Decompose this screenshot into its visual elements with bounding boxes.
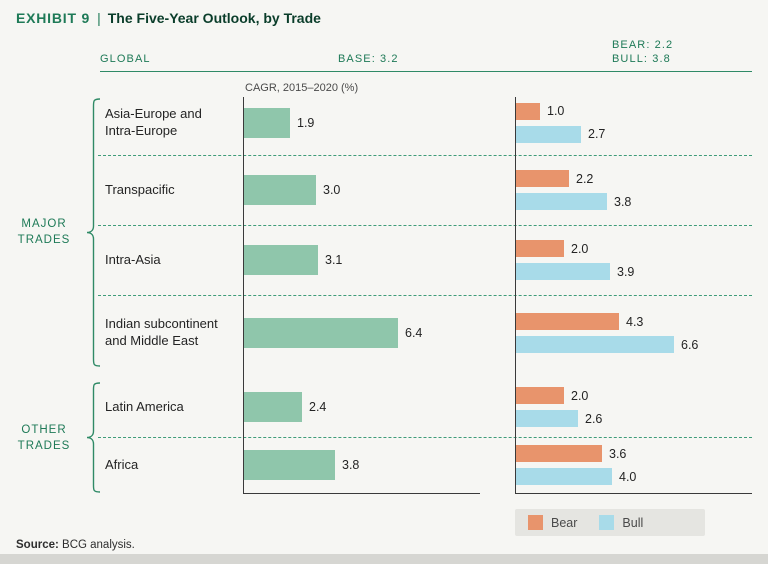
bull-bar-value: 2.6 — [585, 411, 603, 426]
bull-bar — [516, 193, 607, 210]
exhibit-number: EXHIBIT 9 — [16, 10, 91, 26]
bear-bar — [516, 387, 564, 404]
base-bar-value: 3.8 — [342, 458, 360, 472]
bull-bar-value: 3.8 — [614, 194, 632, 209]
bear-bar-value: 1.0 — [547, 104, 565, 118]
bear-bar-value: 3.6 — [609, 446, 627, 461]
axis-note: CAGR, 2015–2020 (%) — [245, 82, 359, 94]
trade-row: Asia-Europe and Intra-Europe 1.9 1.0 2.7 — [98, 90, 752, 156]
base-bar — [244, 245, 318, 275]
source-label: Source: — [16, 539, 59, 551]
trade-row: Intra-Asia 3.1 2.0 3.9 — [98, 225, 752, 296]
bear-bar — [516, 445, 602, 462]
group-label: MAJOR TRADES — [17, 218, 71, 246]
legend-label-bull: Bull — [622, 515, 644, 530]
bear-scenario-label: BEAR: 2.2 — [612, 39, 674, 51]
bear-bar-value: 2.0 — [571, 241, 589, 256]
bear-swatch — [528, 515, 543, 530]
bear-bar-value: 2.0 — [571, 388, 589, 403]
bull-bar — [516, 410, 578, 427]
trade-label: Asia-Europe and Intra-Europe — [105, 105, 202, 138]
base-bar-value: 1.9 — [297, 115, 315, 130]
base-bar — [244, 392, 302, 422]
bull-bar-value: 2.7 — [588, 127, 606, 141]
trade-label: Indian subcontinent and Middle East — [105, 316, 218, 348]
page-title: The Five-Year Outlook, by Trade — [107, 10, 321, 26]
source-note: Source: BCG analysis. — [16, 539, 135, 551]
trade-label: Africa — [105, 456, 139, 472]
bull-bar — [516, 336, 674, 353]
trade-row: Africa 3.8 3.6 4.0 — [98, 437, 752, 493]
bear-bar — [516, 170, 569, 187]
bull-bar-value: 4.0 — [619, 469, 637, 484]
base-chart-baseline — [243, 493, 480, 494]
footer-strip — [0, 554, 768, 564]
base-scenario-label: BASE: 3.2 — [338, 53, 399, 65]
base-bar-value: 3.0 — [323, 183, 341, 197]
trade-label: Transpacific — [105, 181, 175, 197]
bear-bar-value: 2.2 — [576, 171, 594, 186]
trade-row: Indian subcontinent and Middle East 6.4 4.3… — [98, 295, 752, 371]
base-bar-value: 3.1 — [325, 253, 343, 267]
trade-row: Latin America 2.4 2.0 2.6 — [98, 377, 752, 438]
legend-item-bull: Bull — [599, 515, 643, 530]
base-bar — [244, 175, 316, 205]
bull-bar-value: 3.9 — [617, 264, 635, 279]
header-rule — [100, 71, 752, 72]
bull-bar — [516, 263, 610, 280]
group-label: OTHER TRADES — [17, 424, 71, 452]
global-label: GLOBAL — [100, 53, 151, 65]
exhibit-header: EXHIBIT 9 | The Five-Year Outlook, by Trad… — [16, 10, 321, 26]
bear-bar — [516, 240, 564, 257]
legend-label-bear: Bear — [551, 515, 578, 530]
bull-bar-value: 6.6 — [681, 337, 699, 352]
bear-bar-value: 4.3 — [626, 314, 644, 329]
header-separator: | — [97, 10, 101, 26]
legend: Bear Bull — [515, 509, 705, 536]
bull-scenario-label: BULL: 3.8 — [612, 53, 671, 65]
bull-bar — [516, 468, 612, 485]
base-bar — [244, 318, 398, 348]
source-text: BCG analysis. — [58, 539, 135, 551]
bull-swatch — [599, 515, 615, 530]
scenario-chart-axis — [515, 97, 516, 493]
base-bar-value: 6.4 — [405, 326, 423, 340]
trade-label: Latin America — [105, 398, 184, 414]
bear-bar — [516, 313, 619, 330]
bull-bar — [516, 125, 581, 143]
base-bar-value: 2.4 — [309, 400, 327, 414]
bear-bar — [516, 102, 540, 120]
base-bar — [244, 107, 290, 138]
base-chart-axis — [243, 97, 244, 493]
trade-label: Intra-Asia — [105, 251, 161, 267]
trade-row: Transpacific 3.0 2.2 3.8 — [98, 155, 752, 226]
base-bar — [244, 450, 335, 480]
legend-item-bear: Bear — [528, 515, 577, 530]
scenario-chart-baseline — [515, 493, 752, 494]
